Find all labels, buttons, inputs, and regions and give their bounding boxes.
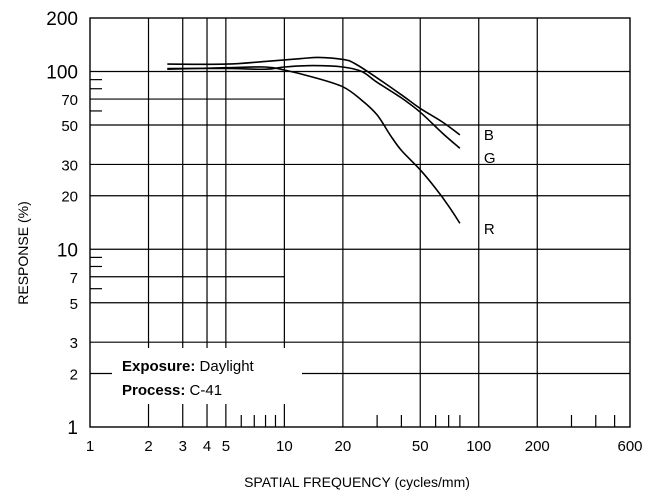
series-line-b: [167, 56, 461, 136]
y-tick-label: 5: [70, 296, 78, 313]
y-tick-labels: 1 2 3 5 7 10 20 30 50 70 100 200: [46, 9, 78, 439]
x-tick-label: 5: [222, 438, 230, 455]
minor-ticks: [90, 79, 616, 427]
plot-frame: [89, 17, 631, 428]
y-tick-label: 1: [67, 418, 78, 439]
series-lines: BG R: [167, 56, 496, 238]
x-tick-label: 2: [144, 438, 152, 455]
process-annotation: Process: C-41: [122, 382, 222, 399]
x-axis-label: SPATIAL FREQUENCY (cycles/mm): [244, 474, 470, 490]
y-tick-label: 100: [46, 63, 78, 84]
y-tick-label: 70: [61, 92, 78, 109]
y-tick-label: 20: [61, 189, 78, 206]
process-value: C-41: [185, 382, 222, 399]
annotation-background: [112, 348, 302, 404]
exposure-annotation: Exposure: Daylight: [122, 358, 255, 375]
series-label-r: R: [484, 221, 495, 238]
x-tick-label: 600: [617, 438, 642, 455]
exposure-label: Exposure:: [122, 358, 195, 375]
series-line-g: [167, 64, 461, 149]
annotation-box: Exposure: Daylight Process: C-41: [112, 348, 302, 404]
exposure-value: Daylight: [195, 358, 254, 375]
plot-border: [89, 17, 631, 428]
x-tick-label: 3: [179, 438, 187, 455]
y-tick-label: 30: [61, 157, 78, 174]
y-tick-label: 50: [61, 118, 78, 135]
series-label-g: G: [484, 150, 496, 167]
y-tick-label: 10: [57, 240, 78, 261]
x-tick-label: 50: [412, 438, 429, 455]
y-axis-label: RESPONSE (%): [15, 201, 31, 304]
series-label-b: B: [484, 127, 494, 144]
y-tick-label: 7: [70, 270, 78, 287]
x-tick-label: 20: [335, 438, 352, 455]
x-tick-label: 4: [203, 438, 211, 455]
x-tick-label: 10: [276, 438, 293, 455]
x-tick-label: 1: [86, 438, 94, 455]
x-tick-labels: 1 2 3 4 5 10 20 50 100 200 600: [86, 438, 643, 455]
x-tick-label: 100: [466, 438, 491, 455]
y-tick-label: 3: [70, 335, 78, 352]
x-tick-label: 200: [525, 438, 550, 455]
series-line-r: [167, 66, 461, 224]
y-tick-label: 2: [70, 366, 78, 383]
y-tick-label: 200: [46, 9, 78, 30]
process-label: Process:: [122, 382, 185, 399]
